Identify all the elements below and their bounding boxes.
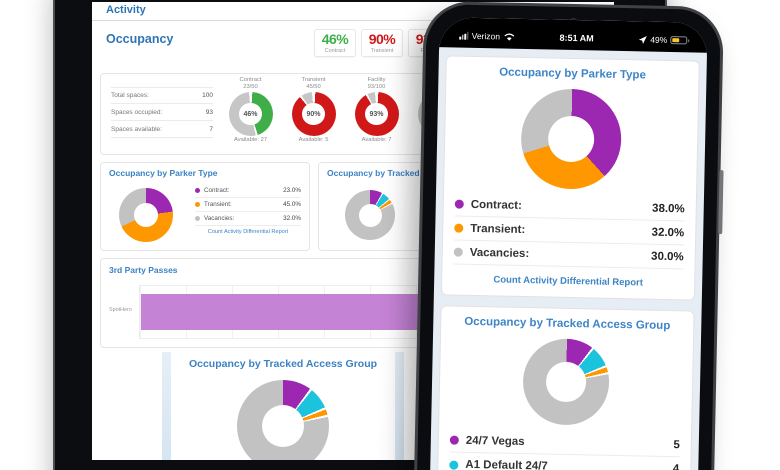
- badge-value: 90%: [368, 31, 396, 47]
- legend-dot: [195, 216, 200, 221]
- legend-value: 45.0%: [283, 201, 301, 208]
- phone-device: Verizon 8:51 AM 49% Occupancy by Parker …: [410, 0, 724, 470]
- stat-value: 100: [202, 92, 213, 99]
- gauge-available: Available: 5: [298, 137, 329, 143]
- signal-bars-icon: [459, 32, 469, 40]
- legend-dot: [195, 188, 200, 193]
- legend-label: Contract:: [204, 187, 230, 194]
- legend-dot: [454, 223, 464, 233]
- badge-label: Contract: [324, 48, 346, 54]
- donut-chart: 46%: [228, 92, 273, 136]
- occupancy-heading: Occupancy: [106, 32, 174, 46]
- legend-row: Transient: 45.0%: [195, 198, 301, 212]
- stat-label: Spaces available:: [111, 125, 162, 133]
- gauge-title: Facility 93/100: [367, 77, 386, 90]
- activity-heading: Activity: [106, 4, 146, 16]
- donut-chart: [119, 188, 173, 242]
- location-arrow-icon: [638, 35, 647, 44]
- tracked-access-card: Occupancy by Tracked Access Group 24/7 V…: [436, 305, 695, 470]
- legend-label: Contract:: [470, 198, 523, 212]
- gauge-center-value: 93%: [369, 110, 384, 118]
- gauge-available: Available: 7: [361, 137, 392, 143]
- badge-value: 46%: [321, 31, 349, 47]
- phone-content: Occupancy by Parker Type Contract: 38.0%…: [429, 47, 707, 470]
- legend-value: 23.0%: [283, 187, 301, 194]
- parker-type-card: Occupancy by Parker Type Contract: 23.0%…: [100, 162, 310, 251]
- legend-row: Vacancies: 32.0%: [195, 212, 301, 226]
- legend-label: Transient:: [204, 201, 232, 208]
- donut-chart: [345, 190, 395, 240]
- card-title: Occupancy by Tracked Access Group: [327, 168, 480, 178]
- gauge-title: Transient 45/50: [301, 77, 326, 90]
- gauge-available: Available: 27: [233, 137, 268, 143]
- battery-percent: 49%: [650, 34, 668, 45]
- legend-label: Vacancies:: [204, 215, 235, 222]
- card-title: Occupancy by Parker Type: [499, 66, 647, 82]
- side-button: [718, 170, 724, 235]
- phone-screen: Verizon 8:51 AM 49% Occupancy by Parker …: [426, 17, 708, 470]
- legend-value: 5: [673, 438, 680, 451]
- stat-label: Total spaces:: [111, 92, 149, 99]
- carrier-label: Verizon: [471, 30, 501, 42]
- gauge-transient: Transient 45/50 90% Available: 5: [282, 77, 345, 143]
- parker-type-card: Occupancy by Parker Type Contract: 38.0%…: [440, 55, 700, 301]
- status-time: 8:51 AM: [559, 32, 594, 44]
- legend-dot: [449, 459, 459, 470]
- stat-row: Spaces occupied: 93: [111, 104, 213, 121]
- card-title: Occupancy by Tracked Access Group: [188, 358, 378, 370]
- legend-value: 32.0%: [283, 215, 301, 222]
- tracked-access-detail-card: Occupancy by Tracked Access Group: [171, 350, 395, 460]
- legend-label: 24/7 Vegas: [465, 434, 525, 448]
- badge-label: Transient: [370, 48, 394, 54]
- gauge-contract: Contract 23/50 46% Available: 27: [219, 77, 282, 143]
- donut-chart: [237, 380, 329, 460]
- badge-transient: 90% Transient: [361, 29, 403, 57]
- report-link[interactable]: Count Activity Differential Report: [493, 274, 644, 289]
- gauge-title: Contract 23/50: [239, 77, 262, 90]
- card-title: 3rd Party Passes: [109, 265, 178, 275]
- legend-dot: [195, 202, 200, 207]
- card-title: Occupancy by Tracked Access Group: [464, 315, 671, 333]
- status-bar: Verizon 8:51 AM 49%: [439, 17, 708, 53]
- donut-chart: [520, 87, 623, 191]
- wifi-icon: [504, 33, 515, 41]
- donut-chart: [522, 338, 610, 426]
- legend-dot: [449, 435, 459, 445]
- stat-value: 93: [205, 108, 213, 116]
- spaces-stats-table: Total spaces: 100 Spaces occupied: 93 Sp…: [111, 87, 213, 138]
- legend-value: 4: [672, 463, 680, 470]
- battery-icon: [670, 35, 688, 45]
- stat-label: Spaces occupied:: [111, 108, 163, 116]
- legend-value: 32.0%: [651, 226, 685, 239]
- panel-edge-strip: [162, 352, 171, 460]
- panel-edge-strip: [395, 352, 404, 460]
- legend-dot: [453, 247, 463, 257]
- badge-contract: 46% Contract: [314, 29, 356, 57]
- legend-row: Vacancies: 30.0%: [453, 240, 684, 270]
- donut-chart: 90%: [291, 92, 336, 136]
- donut-chart: 93%: [354, 92, 399, 136]
- stat-value: 7: [209, 125, 213, 133]
- stat-row: Total spaces: 100: [111, 87, 213, 104]
- legend-value: 30.0%: [651, 250, 684, 263]
- divider: [92, 20, 614, 21]
- legend-label: Transient:: [470, 222, 526, 236]
- card-title: Occupancy by Parker Type: [109, 168, 218, 178]
- report-link[interactable]: Count Activity Differential Report: [207, 229, 289, 235]
- legend-label: A1 Default 24/7: [465, 458, 548, 470]
- bar-y-axis-label: SpotHero: [109, 307, 132, 313]
- gauge-center-value: 90%: [306, 110, 321, 118]
- gauge-facility: Facility 93/100 93% Available: 7: [345, 77, 408, 143]
- legend-row: Contract: 23.0%: [195, 184, 301, 198]
- legend-label: Vacancies:: [469, 246, 530, 260]
- legend-value: 38.0%: [652, 202, 685, 215]
- gauge-center-value: 46%: [243, 110, 258, 118]
- stat-row: Spaces available: 7: [111, 121, 213, 138]
- legend-dot: [454, 199, 464, 209]
